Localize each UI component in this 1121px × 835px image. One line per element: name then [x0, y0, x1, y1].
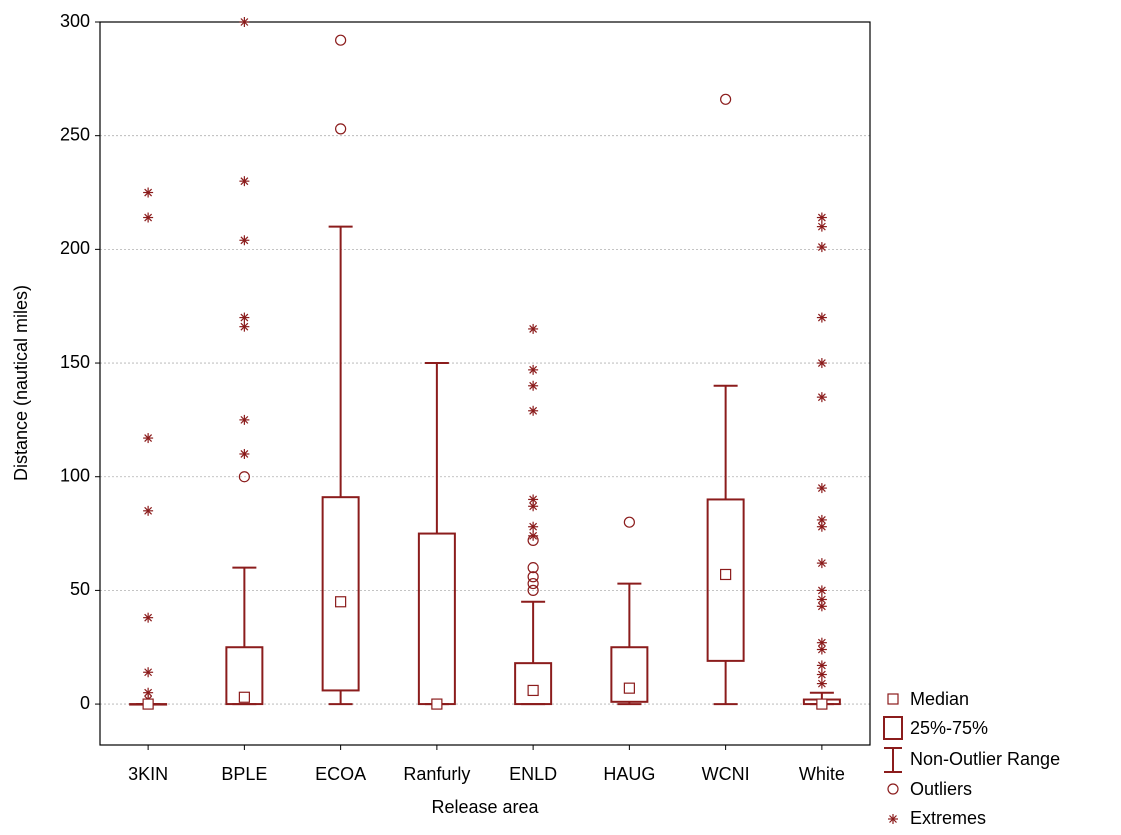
- extreme: [816, 392, 827, 403]
- box: [706, 498, 745, 662]
- outlier: [527, 577, 539, 590]
- extreme: [528, 380, 539, 391]
- extreme: [239, 235, 250, 246]
- outlier: [335, 123, 347, 135]
- extreme: [816, 585, 827, 596]
- box: [514, 662, 553, 706]
- outlier: [720, 93, 732, 105]
- y-tick-label: 100: [60, 465, 90, 485]
- extreme: [528, 364, 539, 375]
- box: [321, 496, 360, 692]
- x-tick-label: BPLE: [221, 764, 267, 784]
- x-tick-label: 3KIN: [128, 764, 168, 784]
- x-tick-label: Ranfurly: [403, 764, 470, 784]
- x-tick-label: WCNI: [702, 764, 750, 784]
- y-axis-label: Distance (nautical miles): [11, 285, 31, 481]
- extreme: [239, 17, 250, 27]
- extreme: [528, 323, 539, 334]
- extreme: [143, 612, 154, 623]
- extreme: [816, 483, 827, 494]
- extreme: [816, 242, 827, 253]
- extreme: [239, 414, 250, 425]
- extreme: [143, 212, 154, 223]
- extreme: [816, 212, 827, 223]
- median: [623, 682, 635, 694]
- legend-label: Median: [910, 689, 969, 709]
- legend-label: Extremes: [910, 808, 986, 828]
- legend-median-icon: [887, 693, 899, 705]
- legend-extreme-icon: [888, 814, 898, 824]
- extreme: [816, 358, 827, 369]
- outlier: [527, 571, 539, 583]
- outlier: [335, 34, 347, 46]
- box: [610, 646, 649, 703]
- extreme: [143, 433, 154, 444]
- extreme: [143, 187, 154, 198]
- outlier: [527, 584, 539, 596]
- extreme: [528, 501, 539, 512]
- y-tick-label: 50: [70, 579, 90, 599]
- median: [720, 568, 732, 581]
- median: [335, 596, 347, 608]
- y-tick-label: 250: [60, 124, 90, 144]
- median: [527, 684, 539, 697]
- y-tick-label: 300: [60, 11, 90, 31]
- legend-outlier-icon: [887, 783, 899, 795]
- extreme: [239, 448, 250, 459]
- extreme: [816, 660, 827, 671]
- x-tick-label: HAUG: [603, 764, 655, 784]
- x-tick-label: ECOA: [315, 764, 366, 784]
- extreme: [816, 669, 827, 680]
- x-tick-label: ENLD: [509, 764, 557, 784]
- box: [225, 646, 264, 706]
- y-tick-label: 200: [60, 238, 90, 258]
- extreme: [528, 405, 539, 416]
- x-axis-label: Release area: [431, 797, 539, 817]
- median: [142, 698, 154, 710]
- extreme: [239, 321, 250, 332]
- extreme: [816, 312, 827, 323]
- legend-label: 25%-75%: [910, 718, 988, 738]
- plot-frame: [99, 21, 871, 746]
- extreme: [239, 312, 250, 323]
- extreme: [816, 558, 827, 569]
- extreme: [816, 644, 827, 655]
- extreme: [816, 221, 827, 232]
- extreme: [239, 176, 250, 187]
- box: [417, 532, 456, 706]
- outlier: [527, 562, 539, 574]
- median: [431, 698, 443, 710]
- extreme: [143, 667, 154, 678]
- extreme: [143, 505, 154, 516]
- extreme: [528, 521, 539, 532]
- x-tick-label: White: [799, 764, 845, 784]
- y-tick-label: 0: [80, 693, 90, 713]
- y-tick-label: 150: [60, 352, 90, 372]
- extreme: [816, 678, 827, 689]
- extreme: [816, 601, 827, 612]
- legend-box-icon: [883, 716, 903, 740]
- extreme: [816, 637, 827, 648]
- extreme: [143, 687, 154, 698]
- median: [238, 691, 250, 703]
- extreme: [816, 521, 827, 532]
- median: [816, 698, 828, 710]
- legend-label: Outliers: [910, 779, 972, 799]
- outlier: [238, 471, 250, 483]
- legend-label: Non-Outlier Range: [910, 749, 1060, 769]
- outlier: [623, 516, 635, 528]
- extreme: [528, 530, 539, 541]
